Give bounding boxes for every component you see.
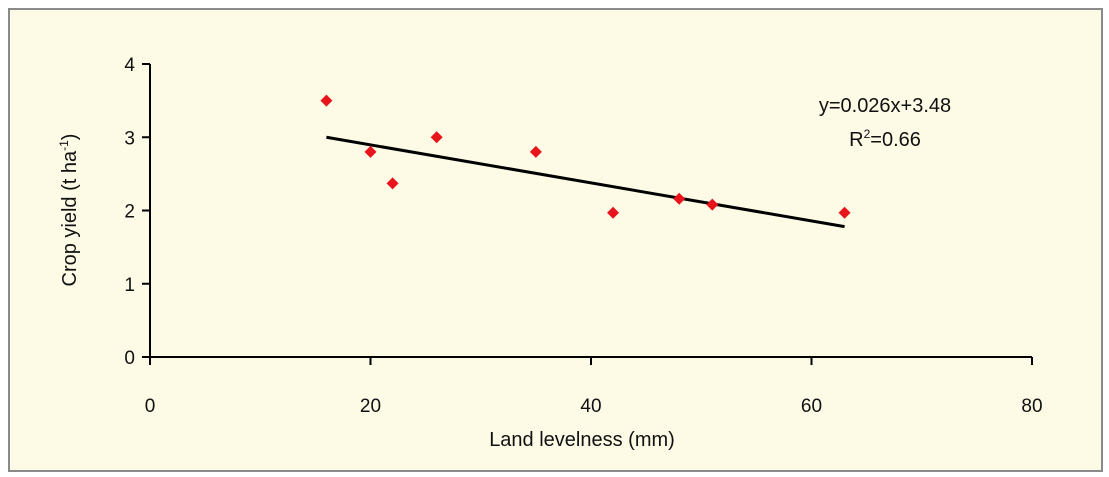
y-tick-label: 0 bbox=[124, 348, 135, 369]
data-point bbox=[607, 206, 620, 219]
y-tick-label: 4 bbox=[124, 55, 135, 76]
r-squared-prefix: R bbox=[849, 129, 863, 151]
data-point bbox=[706, 198, 719, 211]
x-tick-label: 0 bbox=[145, 396, 156, 417]
y-axis-title: Crop yield (t ha-1) bbox=[57, 134, 81, 287]
y-ticks: 0 1 2 3 4 bbox=[124, 55, 150, 369]
equation-label: y=0.026x+3.48 bbox=[819, 95, 951, 117]
data-point bbox=[364, 145, 377, 158]
chart-frame bbox=[8, 8, 1103, 472]
data-point bbox=[430, 131, 443, 144]
y-axis-title-close: ) bbox=[59, 134, 81, 141]
x-tick-label: 80 bbox=[1021, 396, 1042, 417]
x-tick-label: 60 bbox=[801, 396, 822, 417]
r-squared-sup: 2 bbox=[864, 127, 871, 141]
data-point bbox=[529, 145, 542, 158]
y-tick-label: 3 bbox=[124, 128, 135, 149]
x-ticks: 0 20 40 60 80 bbox=[145, 357, 1043, 417]
r-squared-label: R2=0.66 bbox=[849, 127, 921, 151]
x-axis-title: Land levelness (mm) bbox=[489, 429, 675, 451]
y-tick-label: 1 bbox=[124, 275, 135, 296]
data-point bbox=[838, 206, 851, 219]
data-points bbox=[320, 94, 851, 219]
y-axis-title-sup: -1 bbox=[57, 140, 71, 151]
trend-line bbox=[326, 135, 845, 229]
data-point bbox=[320, 94, 333, 107]
x-tick-label: 40 bbox=[580, 396, 601, 417]
data-point bbox=[386, 177, 399, 190]
y-axis-title-main: Crop yield (t ha bbox=[59, 150, 81, 286]
data-point bbox=[673, 192, 686, 205]
x-tick-label: 20 bbox=[360, 396, 381, 417]
y-tick-label: 2 bbox=[124, 202, 135, 223]
r-squared-value: =0.66 bbox=[870, 129, 921, 151]
